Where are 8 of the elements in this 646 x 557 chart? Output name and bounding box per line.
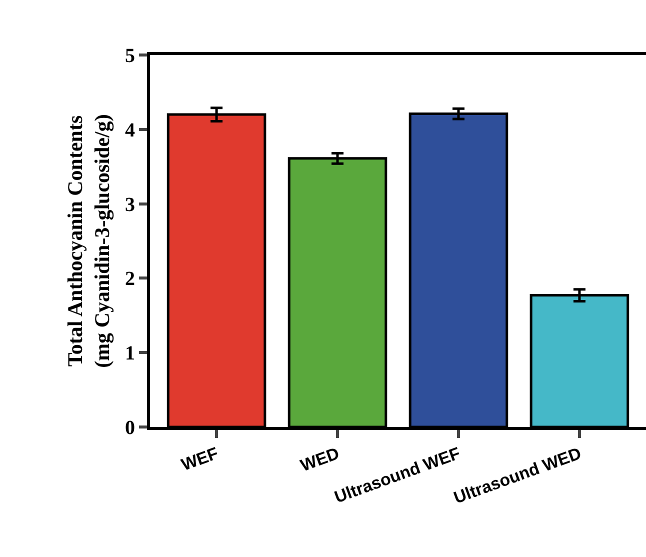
y-tick-label: 2 [125,268,135,290]
y-tick-label: 1 [125,342,135,365]
x-tick-label: WEF [178,444,221,475]
y-tick-label: 3 [125,194,135,216]
y-tick-label: 5 [125,45,135,67]
y-axis-title: Total Anthocyanin Contents (mg Cyanidin-3-glucoside/g) [62,114,114,368]
y-tick-label: 4 [125,119,135,142]
y-tick-label: 0 [125,417,135,439]
